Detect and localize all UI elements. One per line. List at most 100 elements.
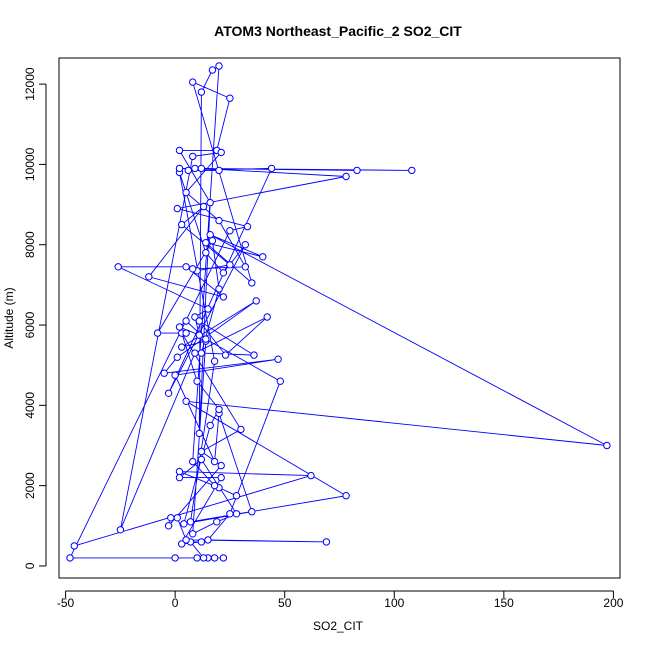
data-point (189, 152, 197, 161)
data-point (408, 166, 416, 175)
data-point (202, 249, 210, 257)
data-point (206, 421, 214, 430)
data-point (191, 164, 199, 173)
data-point (197, 349, 206, 357)
data-point (197, 164, 206, 173)
y-tick-label: 6000 (23, 311, 37, 338)
data-point (232, 510, 241, 518)
data-point (210, 481, 219, 490)
y-tick-label: 4000 (23, 392, 37, 419)
data-point (70, 542, 79, 550)
data-point (202, 239, 210, 247)
data-point (219, 554, 228, 562)
data-point (342, 492, 350, 500)
data-point (226, 510, 234, 518)
data-point (189, 457, 197, 466)
data-point (173, 514, 182, 522)
y-tick-label: 12000 (23, 67, 37, 101)
data-point (248, 508, 256, 516)
x-axis: -50 0 50 100 150 200 (57, 590, 624, 610)
y-axis-label: Altitude (m) (2, 287, 16, 348)
data-point (66, 554, 74, 562)
y-tick-label: 8000 (23, 231, 37, 258)
data-point (250, 351, 258, 359)
data-point (210, 357, 219, 365)
data-point (116, 526, 125, 534)
data-point (206, 231, 214, 239)
data-point (263, 313, 271, 321)
y-axis: 0 2000 4000 6000 8000 10000 12000 (23, 67, 47, 569)
data-point (173, 353, 182, 361)
plot-frame (58, 57, 621, 579)
data-point (307, 471, 315, 480)
data-point (241, 241, 250, 249)
data-point (184, 166, 193, 175)
data-point (197, 538, 206, 546)
data-point (167, 514, 175, 522)
data-point (217, 461, 225, 470)
data-point (215, 285, 223, 293)
x-tick-label: -50 (57, 596, 75, 610)
data-point (215, 166, 223, 175)
data-point (221, 351, 230, 359)
data-point (175, 473, 184, 482)
data-point (219, 293, 228, 301)
data-point (182, 329, 190, 337)
data-point (226, 94, 234, 102)
data-point (226, 227, 234, 235)
data-point (189, 78, 197, 86)
data-point (173, 204, 182, 213)
data-point (182, 263, 190, 271)
x-tick-label: 150 (494, 596, 514, 610)
data-point (160, 369, 168, 377)
data-point (210, 457, 219, 466)
data-point (153, 329, 162, 337)
y-tick-label: 0 (23, 562, 37, 569)
data-point (204, 305, 212, 313)
x-axis-label: SO2_CIT (313, 619, 364, 633)
data-point (204, 536, 212, 544)
data-point (171, 371, 179, 379)
plot-area (66, 62, 611, 562)
y-tick-label: 2000 (23, 472, 37, 499)
data-point (114, 263, 122, 271)
data-point (353, 166, 361, 175)
data-point (193, 554, 201, 562)
data-point (276, 377, 284, 385)
data-point (274, 355, 282, 363)
series-line (69, 65, 608, 559)
data-point (182, 397, 190, 405)
data-point (202, 335, 210, 343)
data-point (237, 425, 245, 434)
data-point (213, 518, 221, 526)
data-point (191, 349, 199, 357)
data-point (189, 265, 197, 273)
data-point (215, 216, 223, 225)
data-point (217, 148, 225, 157)
x-tick-label: 50 (278, 596, 292, 610)
data-point (195, 331, 204, 339)
x-tick-label: 100 (384, 596, 404, 610)
data-point (215, 62, 223, 70)
data-point (182, 317, 190, 325)
data-point (164, 389, 173, 397)
data-point (322, 538, 331, 546)
data-point (175, 467, 184, 476)
data-point (145, 273, 153, 281)
data-point (252, 297, 260, 305)
data-point (182, 536, 190, 544)
data-point (180, 520, 188, 528)
data-point (206, 198, 214, 207)
data-point (210, 554, 219, 562)
data-point (175, 146, 184, 155)
data-point (197, 88, 206, 96)
data-point (171, 554, 179, 562)
data-point (178, 220, 186, 229)
data-point (189, 530, 197, 538)
data-points (66, 62, 611, 562)
x-tick-label: 0 (172, 596, 179, 610)
chart-title: ATOM3 Northeast_Pacific_2 SO2_CIT (214, 23, 462, 39)
data-point (164, 522, 173, 530)
data-point (182, 188, 190, 197)
